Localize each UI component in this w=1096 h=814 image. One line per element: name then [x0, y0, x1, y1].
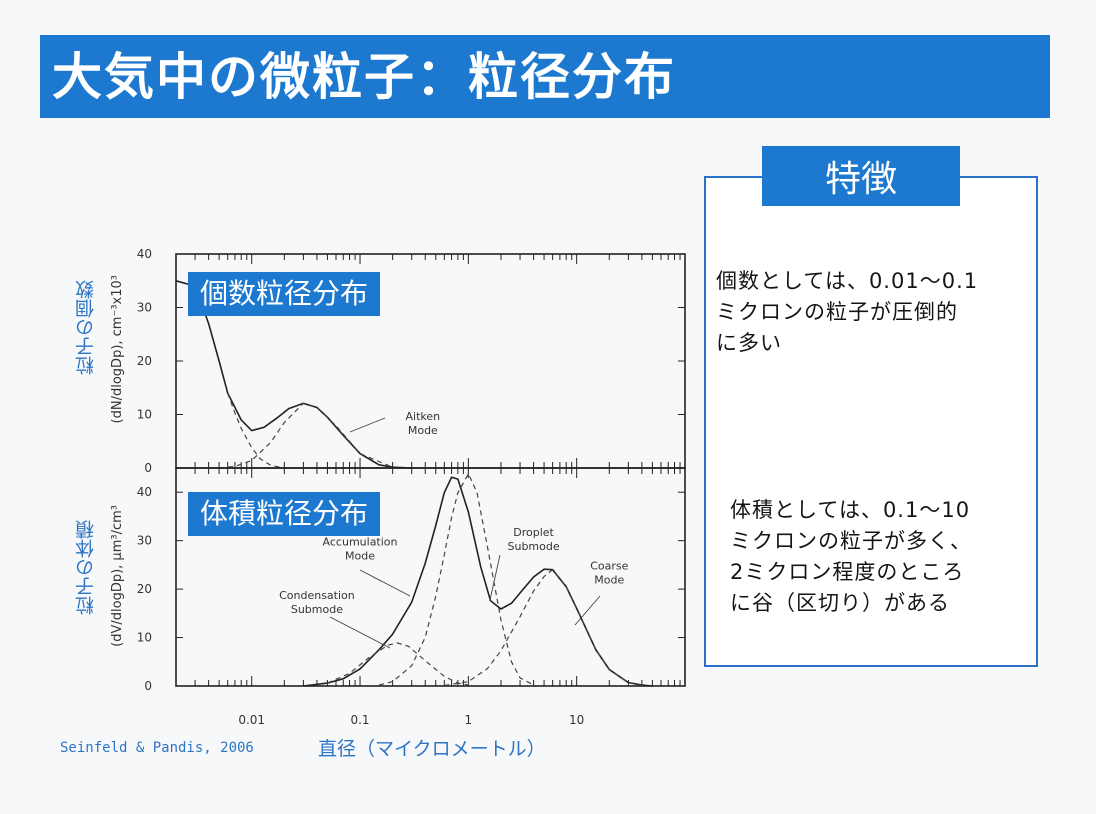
annotation-leader-line	[329, 616, 391, 649]
volume-panel-label: 体積粒径分布	[188, 492, 381, 536]
number-annotation-0: Mode	[408, 424, 438, 437]
number-y-tick-label: 20	[137, 354, 152, 368]
volume-annotation-2: Droplet	[513, 526, 554, 539]
volume-annotation-1: Submode	[291, 603, 343, 616]
number-panel-label: 個数粒径分布	[188, 272, 381, 316]
annotation-leader-line	[574, 595, 601, 626]
volume-series-3-dashed-line	[444, 568, 643, 687]
volume-x-tick-label: 10	[569, 713, 584, 727]
feature-volume-text: 体積としては、0.1〜10 ミクロンの粒子が多く、 2ミクロン程度のところ に谷…	[730, 498, 972, 615]
number-y-tick-label: 30	[137, 301, 152, 315]
number-series-1-dashed-line	[227, 392, 285, 469]
annotation-leader-line	[489, 554, 501, 601]
number-y-tick-label: 0	[144, 461, 152, 475]
volume-annotation-1: Condensation	[279, 589, 355, 602]
volume-y-tick-label: 0	[144, 679, 152, 693]
annotation-leader-line	[349, 417, 386, 433]
volume-annotation-3: Coarse	[590, 560, 628, 573]
volume-y-tick-label: 30	[137, 534, 152, 548]
volume-plot-frame	[175, 467, 686, 687]
citation: Seinfeld & Pandis, 2006	[60, 740, 254, 756]
x-axis-label: 直径（マイクロメートル）	[318, 738, 546, 760]
volume-x-tick-label: 0.01	[238, 713, 265, 727]
volume-y-tick-label: 40	[137, 485, 152, 499]
volume-annotation-0: Mode	[345, 550, 375, 563]
annotation-leader-line	[359, 569, 411, 597]
volume-y-tick-label: 10	[137, 631, 152, 645]
feature-number-text: 個数としては、0.01〜0.1 ミクロンの粒子が圧倒的 に多い	[716, 269, 979, 355]
volume-series-2-dashed-line	[378, 472, 534, 686]
number-annotation-0: Aitken	[406, 410, 441, 423]
number-y-tick-label: 10	[137, 408, 152, 422]
feature-box	[704, 176, 1038, 667]
volume-annotation-2: Submode	[508, 540, 560, 553]
title-bar: 大気中の微粒子：粒径分布	[40, 35, 1050, 118]
volume-x-tick-label: 0.1	[350, 713, 369, 727]
page-title: 大気中の微粒子：粒径分布	[52, 48, 676, 106]
volume-series-1-dashed-line	[327, 642, 469, 686]
number-y-tick-label: 40	[137, 247, 152, 261]
volume-annotation-3: Mode	[594, 574, 624, 587]
volume-annotation-0: Accumulation	[323, 536, 398, 549]
volume-y-tick-label: 20	[137, 582, 152, 596]
feature-header: 特徴	[762, 146, 960, 206]
volume-x-tick-label: 1	[465, 713, 473, 727]
